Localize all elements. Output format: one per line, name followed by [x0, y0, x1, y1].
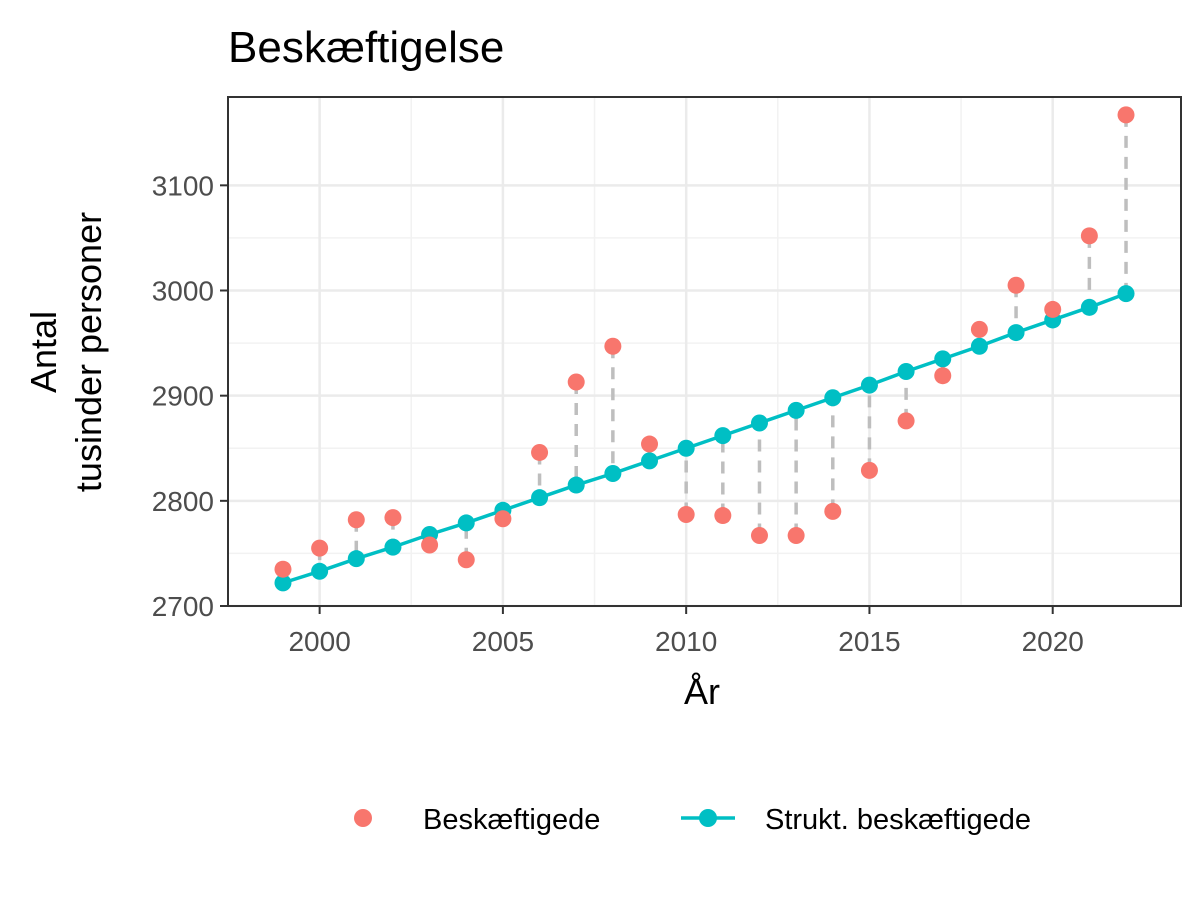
point-beskaeftigede: [311, 539, 329, 557]
point-strukt-beskaeftigede: [311, 562, 329, 580]
point-beskaeftigede: [494, 510, 512, 528]
point-beskaeftigede: [604, 337, 622, 355]
point-beskaeftigede: [897, 412, 915, 430]
legend-label-beskaeftigede: Beskæftigede: [423, 804, 600, 836]
point-beskaeftigede: [750, 527, 768, 545]
axis-ticks: 2000 2005 2010 2015 2020 2700 2800 2900 3000 3100: [152, 170, 1084, 657]
legend-label-strukt: Strukt. beskæftigede: [765, 804, 1031, 836]
point-beskaeftigede: [1044, 300, 1062, 318]
point-strukt-beskaeftigede: [1080, 298, 1098, 316]
point-strukt-beskaeftigede: [677, 439, 695, 457]
x-tick-label: 2020: [1022, 626, 1084, 657]
point-strukt-beskaeftigede: [531, 489, 549, 507]
point-beskaeftigede: [641, 435, 659, 453]
point-beskaeftigede: [1080, 227, 1098, 245]
point-beskaeftigede: [457, 551, 475, 569]
y-tick-label: 2700: [152, 591, 214, 622]
legend: Beskæftigede Strukt. beskæftigede: [354, 804, 1031, 836]
point-strukt-beskaeftigede: [860, 376, 878, 394]
point-strukt-beskaeftigede: [1117, 285, 1135, 303]
y-tick-label: 3000: [152, 276, 214, 307]
point-beskaeftigede: [1117, 106, 1135, 124]
point-beskaeftigede: [677, 506, 695, 524]
point-strukt-beskaeftigede: [274, 574, 292, 592]
y-axis-title-line-2: tusinder personer: [68, 212, 109, 492]
point-strukt-beskaeftigede: [567, 476, 585, 494]
x-tick-label: 2010: [655, 626, 717, 657]
chart-title: Beskæftigelse: [228, 23, 504, 72]
point-strukt-beskaeftigede: [824, 389, 842, 407]
point-strukt-beskaeftigede: [384, 538, 402, 556]
point-beskaeftigede: [567, 373, 585, 391]
point-beskaeftigede: [274, 560, 292, 578]
point-beskaeftigede: [934, 367, 952, 385]
point-beskaeftigede: [860, 461, 878, 479]
point-strukt-beskaeftigede: [787, 401, 805, 419]
point-strukt-beskaeftigede: [457, 514, 475, 532]
y-tick-label: 3100: [152, 170, 214, 201]
point-strukt-beskaeftigede: [970, 337, 988, 355]
plot-background: [228, 97, 1181, 606]
point-beskaeftigede: [714, 507, 732, 525]
y-tick-label: 2900: [152, 381, 214, 412]
point-strukt-beskaeftigede: [1007, 324, 1025, 342]
point-beskaeftigede: [531, 443, 549, 461]
point-beskaeftigede: [824, 502, 842, 520]
x-tick-label: 2015: [838, 626, 900, 657]
point-beskaeftigede: [970, 320, 988, 338]
point-strukt-beskaeftigede: [750, 414, 768, 432]
point-beskaeftigede: [787, 527, 805, 545]
x-tick-label: 2005: [472, 626, 534, 657]
point-strukt-beskaeftigede: [714, 427, 732, 445]
point-strukt-beskaeftigede: [604, 464, 622, 482]
point-strukt-beskaeftigede: [934, 350, 952, 368]
point-strukt-beskaeftigede: [897, 362, 915, 380]
point-strukt-beskaeftigede: [641, 452, 659, 470]
y-axis-title-line-1: Antal: [23, 311, 64, 393]
x-tick-label: 2000: [288, 626, 350, 657]
point-beskaeftigede: [347, 511, 365, 529]
point-beskaeftigede: [1007, 276, 1025, 294]
y-tick-label: 2800: [152, 486, 214, 517]
series-layer: [274, 106, 1135, 592]
plot-frame: [227, 96, 1182, 607]
legend-key-beskaeftigede: [354, 809, 372, 827]
x-axis-title: År: [684, 671, 720, 712]
legend-key-point-strukt: [699, 809, 717, 827]
point-strukt-beskaeftigede: [347, 550, 365, 568]
plot-panel: [228, 97, 1181, 606]
point-beskaeftigede: [421, 536, 439, 554]
panel-border: [227, 96, 1182, 607]
point-beskaeftigede: [384, 509, 402, 527]
